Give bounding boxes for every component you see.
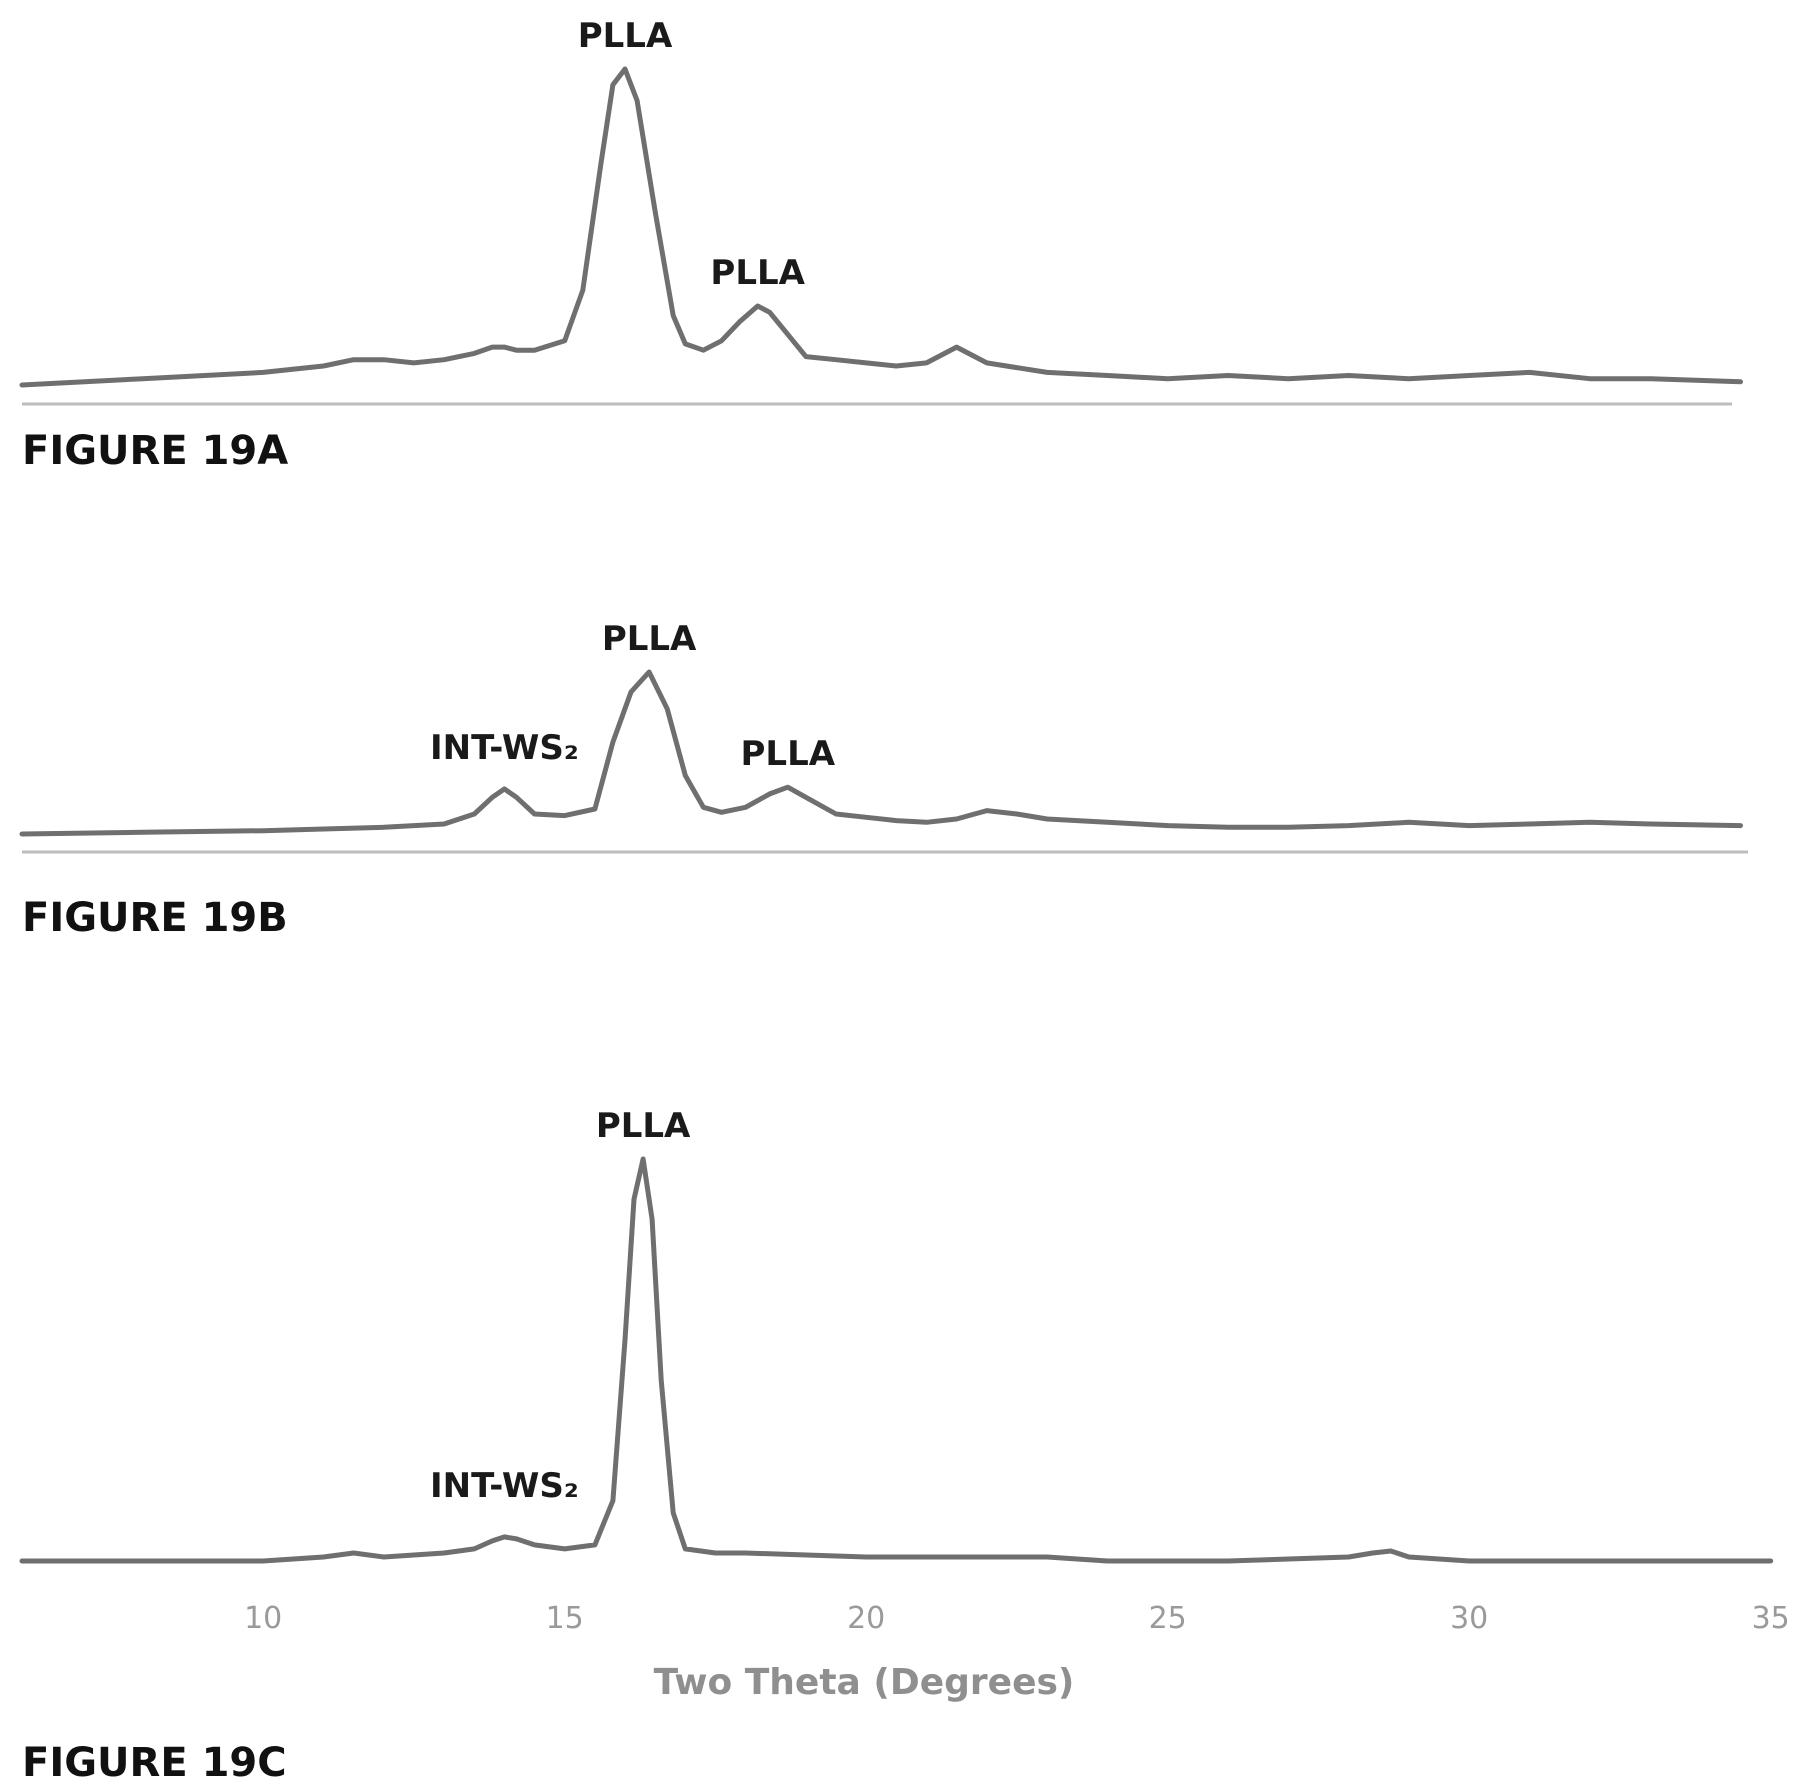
peak-label-19b-3: PLLA: [741, 734, 836, 774]
peak-label-19b-1: INT-WS₂: [430, 728, 579, 768]
x-tick-label: 10: [244, 1601, 282, 1636]
figure-label-19b: FIGURE 19B: [22, 895, 288, 941]
x-tick-label: 20: [847, 1601, 885, 1636]
x-tick-label: 35: [1752, 1601, 1790, 1636]
trace-19c: [19, 1156, 1774, 1564]
panel-19c: INT-WS₂ PLLA 10 15 20 25 30 35 Two Theta (Deg…: [19, 1106, 1790, 1786]
x-tick-label: 30: [1450, 1601, 1488, 1636]
panel-19a: PLLA PLLA FIGURE 19A: [19, 16, 1743, 474]
peak-label-19c-1: INT-WS₂: [430, 1466, 579, 1506]
figure-label-19a: FIGURE 19A: [22, 428, 288, 474]
x-tick-label: 25: [1149, 1601, 1187, 1636]
peak-label-19a-1: PLLA: [578, 16, 673, 56]
panel-19b: INT-WS₂ PLLA PLLA FIGURE 19B: [19, 619, 1748, 941]
trace-19b: [19, 669, 1743, 837]
x-axis-ticks: 10 15 20 25 30 35: [244, 1601, 1790, 1636]
figure-label-19c: FIGURE 19C: [22, 1740, 287, 1786]
trace-19a: [19, 66, 1743, 388]
peak-label-19b-2: PLLA: [602, 619, 697, 659]
x-axis-title: Two Theta (Degrees): [654, 1662, 1075, 1703]
peak-label-19c-2: PLLA: [596, 1106, 691, 1146]
peak-label-19a-2: PLLA: [710, 253, 805, 293]
x-tick-label: 15: [546, 1601, 584, 1636]
